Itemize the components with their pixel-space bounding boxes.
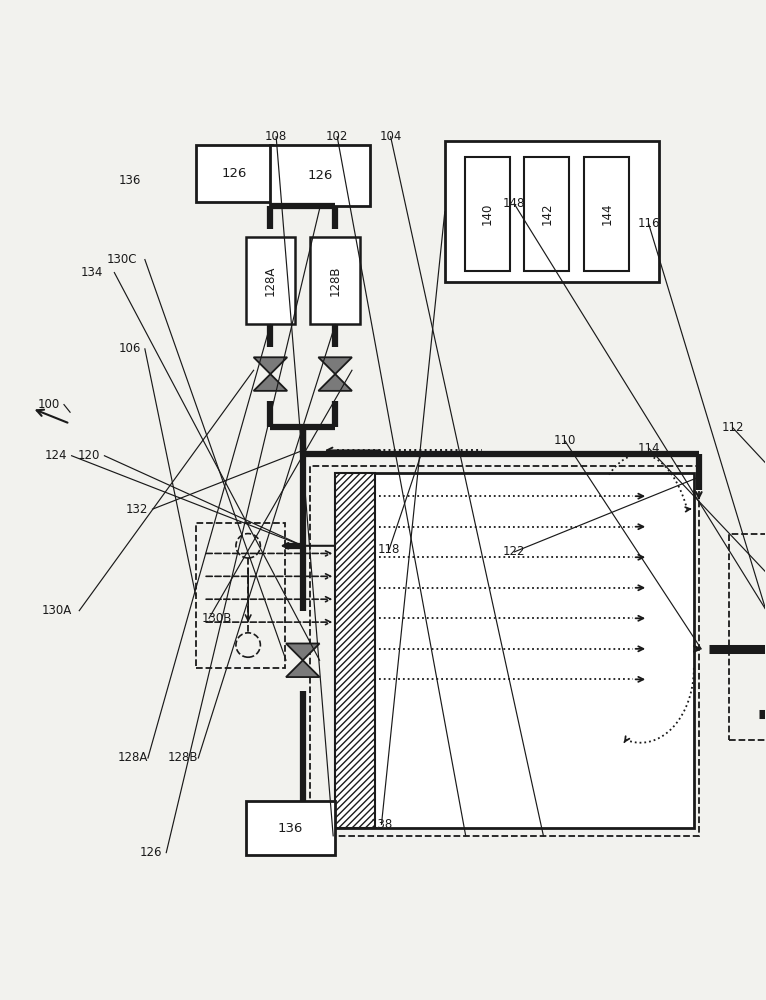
Text: 128B: 128B bbox=[329, 265, 342, 296]
Polygon shape bbox=[319, 374, 352, 391]
Text: 118: 118 bbox=[378, 543, 401, 556]
Text: 142: 142 bbox=[540, 203, 553, 225]
Bar bbox=[245, 801, 336, 855]
Bar bbox=[195, 523, 286, 668]
Polygon shape bbox=[286, 643, 319, 660]
Polygon shape bbox=[254, 374, 287, 391]
Bar bbox=[310, 237, 360, 324]
Polygon shape bbox=[319, 357, 352, 374]
Polygon shape bbox=[254, 357, 287, 374]
Text: 148: 148 bbox=[503, 197, 525, 210]
Bar bbox=[336, 473, 375, 828]
Bar bbox=[525, 157, 569, 271]
Bar bbox=[245, 237, 296, 324]
Text: 130C: 130C bbox=[106, 253, 137, 266]
Text: 104: 104 bbox=[379, 130, 402, 143]
Text: 128A: 128A bbox=[264, 265, 277, 296]
Text: 136: 136 bbox=[119, 174, 141, 187]
Text: 134: 134 bbox=[80, 266, 103, 279]
Text: 114: 114 bbox=[637, 442, 660, 455]
Bar bbox=[196, 145, 273, 202]
Text: 102: 102 bbox=[326, 130, 349, 143]
Text: 120: 120 bbox=[78, 449, 100, 462]
Text: 110: 110 bbox=[554, 434, 576, 447]
Bar bbox=[728, 534, 766, 740]
Bar bbox=[465, 157, 509, 271]
Text: 140: 140 bbox=[480, 203, 493, 225]
Text: 144: 144 bbox=[601, 203, 614, 225]
Polygon shape bbox=[286, 660, 319, 677]
Text: 108: 108 bbox=[265, 130, 287, 143]
Text: 106: 106 bbox=[119, 342, 141, 355]
Text: 126: 126 bbox=[307, 169, 333, 182]
Text: 122: 122 bbox=[503, 545, 525, 558]
Bar bbox=[445, 141, 659, 282]
Text: 138: 138 bbox=[370, 818, 393, 831]
Bar bbox=[310, 466, 699, 836]
Text: 130B: 130B bbox=[201, 612, 232, 625]
Text: 116: 116 bbox=[637, 217, 660, 230]
Text: 126: 126 bbox=[139, 846, 162, 859]
Text: 100: 100 bbox=[38, 398, 60, 411]
Text: 124: 124 bbox=[45, 449, 67, 462]
Bar bbox=[584, 157, 629, 271]
Bar bbox=[336, 473, 694, 828]
Text: 128A: 128A bbox=[117, 751, 148, 764]
Text: 130A: 130A bbox=[41, 604, 71, 617]
Text: 126: 126 bbox=[221, 167, 247, 180]
Text: 136: 136 bbox=[277, 822, 303, 835]
Bar bbox=[270, 145, 370, 206]
Text: 112: 112 bbox=[722, 421, 744, 434]
Text: 132: 132 bbox=[126, 503, 149, 516]
Text: 128B: 128B bbox=[168, 751, 198, 764]
